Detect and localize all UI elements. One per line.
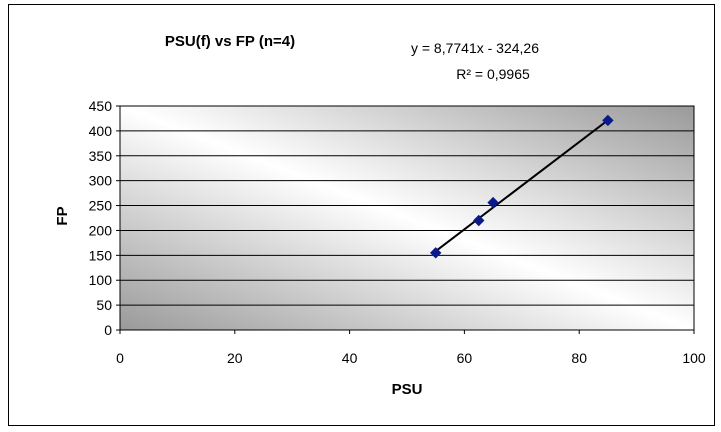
trendline-equation: y = 8,7741x - 324,26 bbox=[411, 40, 539, 56]
chart-title: PSU(f) vs FP (n=4) bbox=[165, 33, 295, 50]
y-tick-label: 150 bbox=[89, 247, 113, 263]
data-point bbox=[602, 114, 614, 127]
x-tick-label: 0 bbox=[116, 350, 124, 366]
y-tick-label: 250 bbox=[89, 198, 113, 214]
y-tick-label: 300 bbox=[89, 173, 113, 189]
x-tick-label: 40 bbox=[342, 350, 358, 366]
y-tick-label: 400 bbox=[89, 123, 113, 139]
y-axis-label: FP bbox=[54, 206, 71, 225]
y-tick-label: 350 bbox=[89, 148, 113, 164]
y-tick-label: 200 bbox=[89, 222, 113, 238]
y-tick-label: 0 bbox=[104, 322, 112, 338]
tick-labels: 0 50 100 150 200 250 300 350 400 450 0 20 40 60 80 100 bbox=[89, 98, 706, 366]
y-tick-label: 50 bbox=[96, 297, 112, 313]
plot-area bbox=[120, 106, 694, 330]
plot-border bbox=[119, 105, 695, 331]
x-axis-label: PSU bbox=[392, 381, 423, 398]
axes bbox=[116, 105, 695, 334]
x-tick-label: 80 bbox=[571, 350, 587, 366]
data-marks bbox=[429, 114, 614, 259]
data-point bbox=[429, 247, 442, 259]
trendline bbox=[435, 119, 609, 252]
x-tick-label: 20 bbox=[227, 350, 243, 366]
r-squared-label: R² = 0,9965 bbox=[456, 66, 530, 82]
data-point bbox=[487, 196, 499, 209]
y-tick-label: 100 bbox=[89, 272, 113, 288]
x-tick-label: 60 bbox=[457, 350, 473, 366]
y-tick-label: 450 bbox=[89, 98, 113, 114]
x-tick-label: 100 bbox=[682, 350, 706, 366]
data-point bbox=[473, 214, 485, 227]
